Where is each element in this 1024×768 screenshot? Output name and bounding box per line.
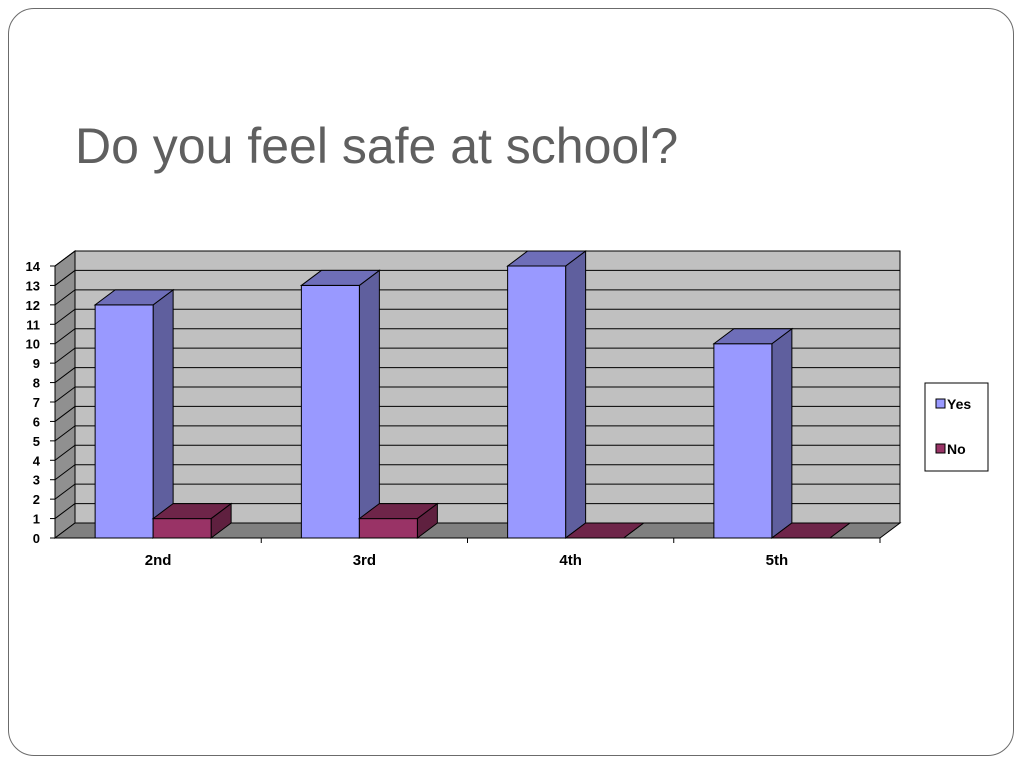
x-tick-label: 4th	[559, 552, 582, 569]
y-tick-label: 10	[26, 337, 40, 352]
x-tick-label: 5th	[766, 552, 789, 569]
bar-top	[299, 269, 381, 286]
bar-top	[151, 503, 233, 520]
bar-no-4th	[564, 522, 646, 539]
x-tick-label: 2nd	[145, 552, 172, 569]
y-tick-label: 12	[26, 298, 40, 313]
bar-no-3rd	[357, 502, 439, 539]
y-tick-label: 14	[26, 259, 41, 274]
bar-side	[771, 327, 793, 539]
gridline-side	[54, 444, 76, 461]
y-tick-label: 1	[33, 512, 40, 527]
bar-top	[564, 522, 646, 539]
bar-side	[152, 288, 174, 539]
y-tick-label: 8	[33, 376, 40, 391]
bar-front	[713, 343, 773, 539]
gridline-side	[54, 406, 76, 422]
bar-front	[358, 518, 418, 539]
legend-box	[924, 382, 989, 472]
bar-yes-2nd	[93, 288, 175, 539]
y-tick-label: 7	[33, 395, 40, 410]
y-tick-label: 0	[33, 531, 40, 546]
y-tick-label: 13	[26, 278, 40, 293]
gridline-side	[54, 289, 76, 306]
x-tick-label: 3rd	[353, 552, 376, 569]
bar-front	[300, 284, 360, 539]
gridline-side	[54, 425, 76, 442]
bar-yes-4th	[506, 250, 588, 539]
bar-no-2nd	[151, 502, 233, 539]
y-tick-label: 4	[33, 453, 41, 468]
bar-yes-3rd	[299, 269, 381, 539]
bar-front	[152, 518, 212, 539]
y-tick-label: 5	[33, 434, 40, 449]
bar-yes-5th	[712, 327, 794, 539]
bar-top	[93, 289, 175, 306]
legend-swatch	[935, 443, 946, 454]
bar-front	[94, 304, 154, 539]
gridline-side	[54, 367, 76, 383]
bar-top	[357, 503, 439, 520]
legend-swatch	[935, 398, 946, 409]
y-tick-label: 3	[33, 473, 40, 488]
gridline-side	[54, 386, 76, 403]
gridline-side	[54, 464, 76, 481]
bar-side	[565, 250, 587, 539]
gridline-side	[54, 347, 76, 364]
bar-front	[507, 265, 567, 539]
gridline-side	[54, 308, 76, 325]
legend-label: Yes	[947, 396, 971, 412]
bar-top	[506, 250, 588, 267]
bar-no-5th	[770, 522, 852, 539]
gridline-side	[54, 328, 76, 345]
gridline-side	[54, 503, 76, 519]
gridline-side	[54, 250, 76, 267]
y-tick-label: 6	[33, 414, 40, 429]
bar-top	[770, 522, 852, 539]
bar-top	[712, 328, 794, 345]
gridline-side	[54, 270, 76, 286]
chart-legend: Yes No	[924, 382, 989, 472]
slide-title: Do you feel safe at school?	[75, 118, 679, 174]
legend-label: No	[947, 441, 966, 457]
y-tick-label: 9	[33, 356, 40, 371]
chart-bars	[93, 250, 852, 539]
y-tick-label: 11	[26, 317, 40, 332]
bar-side	[358, 269, 380, 539]
gridline-side	[54, 483, 76, 500]
y-tick-label: 2	[33, 492, 40, 507]
